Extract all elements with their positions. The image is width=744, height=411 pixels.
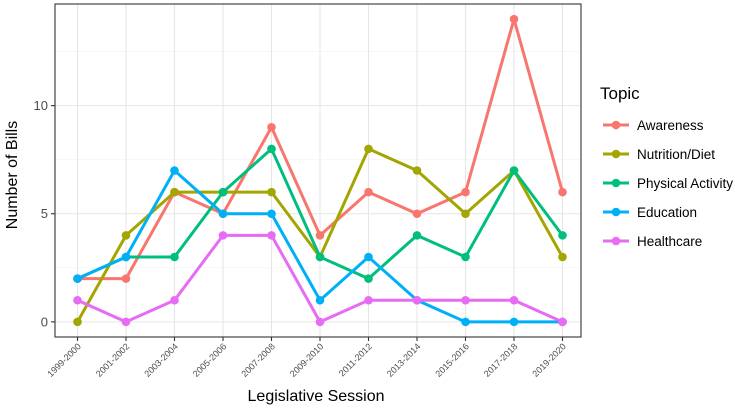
data-point xyxy=(267,144,276,154)
data-point xyxy=(364,187,373,197)
panel-border xyxy=(54,3,582,338)
series-healthcare xyxy=(73,231,567,327)
x-tick-label: 2013-2014 xyxy=(385,341,423,379)
legend-entry: Physical Activity xyxy=(603,176,733,191)
data-point xyxy=(558,187,567,197)
y-axis-title: Number of Bills xyxy=(4,121,21,229)
x-tick-label: 2017-2018 xyxy=(482,341,520,379)
legend-key-point xyxy=(611,149,621,159)
legend-key-point xyxy=(611,236,621,246)
data-point xyxy=(364,252,373,262)
panel-background xyxy=(55,4,581,337)
data-point xyxy=(315,252,325,262)
data-point xyxy=(558,231,567,240)
x-tick-label: 2019-2020 xyxy=(530,341,568,379)
data-point xyxy=(558,317,567,327)
data-point xyxy=(412,209,422,219)
data-point xyxy=(121,317,131,327)
data-point xyxy=(170,187,179,197)
legend-label: Physical Activity xyxy=(637,176,733,191)
legend-label: Nutrition/Diet xyxy=(637,147,715,162)
x-tick-label: 2015-2016 xyxy=(433,341,471,379)
data-point xyxy=(315,295,325,305)
data-point xyxy=(509,295,519,305)
data-point xyxy=(121,274,131,283)
x-tick-label: 2001-2002 xyxy=(94,341,132,379)
data-point xyxy=(315,231,325,240)
legend-title: Topic xyxy=(600,84,640,103)
data-point xyxy=(364,274,373,283)
y-tick-label: 0 xyxy=(41,314,48,329)
x-tick-label: 2003-2004 xyxy=(142,341,180,379)
data-point xyxy=(170,252,179,262)
data-point xyxy=(509,14,519,24)
legend-entry: Education xyxy=(603,205,697,220)
data-point xyxy=(364,144,373,154)
data-point xyxy=(267,231,276,240)
legend-key-point xyxy=(611,178,621,188)
x-tick-label: 2009-2010 xyxy=(288,341,326,379)
data-point xyxy=(461,209,470,219)
data-point xyxy=(121,252,131,262)
data-point xyxy=(73,317,82,327)
x-tick-label: 1999-2000 xyxy=(45,341,83,379)
plot-panel xyxy=(55,4,581,337)
data-point xyxy=(315,317,325,327)
data-point xyxy=(558,252,567,262)
legend-label: Awareness xyxy=(637,118,704,133)
legend-entry: Healthcare xyxy=(603,234,702,249)
legend-entry: Nutrition/Diet xyxy=(603,147,715,162)
data-point xyxy=(267,187,276,197)
data-point xyxy=(170,166,179,175)
x-tick-label: 2007-2008 xyxy=(239,341,277,379)
legend-label: Healthcare xyxy=(637,234,702,249)
data-point xyxy=(461,187,470,197)
data-point xyxy=(364,295,373,305)
data-point xyxy=(461,317,470,327)
legend-key-point xyxy=(611,207,621,217)
data-point xyxy=(73,274,82,283)
data-point xyxy=(509,166,519,175)
legend-label: Education xyxy=(637,205,697,220)
legend-entry: Awareness xyxy=(603,118,704,133)
data-point xyxy=(170,295,179,305)
data-point xyxy=(73,295,82,305)
data-point xyxy=(461,252,470,262)
legend: Topic Awareness Nutrition/Diet Physical Ac… xyxy=(600,84,733,249)
x-tick-label: 2005-2006 xyxy=(191,341,229,379)
x-tick-label: 2011-2012 xyxy=(337,341,374,378)
data-point xyxy=(412,166,422,175)
data-point xyxy=(412,231,422,240)
data-point xyxy=(121,231,131,240)
y-tick-label: 10 xyxy=(34,98,48,113)
data-point xyxy=(218,209,228,219)
data-point xyxy=(218,187,228,197)
data-point xyxy=(267,122,276,132)
legend-key-point xyxy=(611,120,621,130)
data-point xyxy=(218,231,228,240)
series-lines xyxy=(73,14,567,327)
x-axis-title: Legislative Session xyxy=(248,388,385,405)
data-point xyxy=(267,209,276,219)
data-point xyxy=(412,295,422,305)
series-physical-activity xyxy=(73,144,567,283)
data-point xyxy=(461,295,470,305)
data-point xyxy=(509,317,519,327)
y-tick-label: 5 xyxy=(41,206,48,221)
